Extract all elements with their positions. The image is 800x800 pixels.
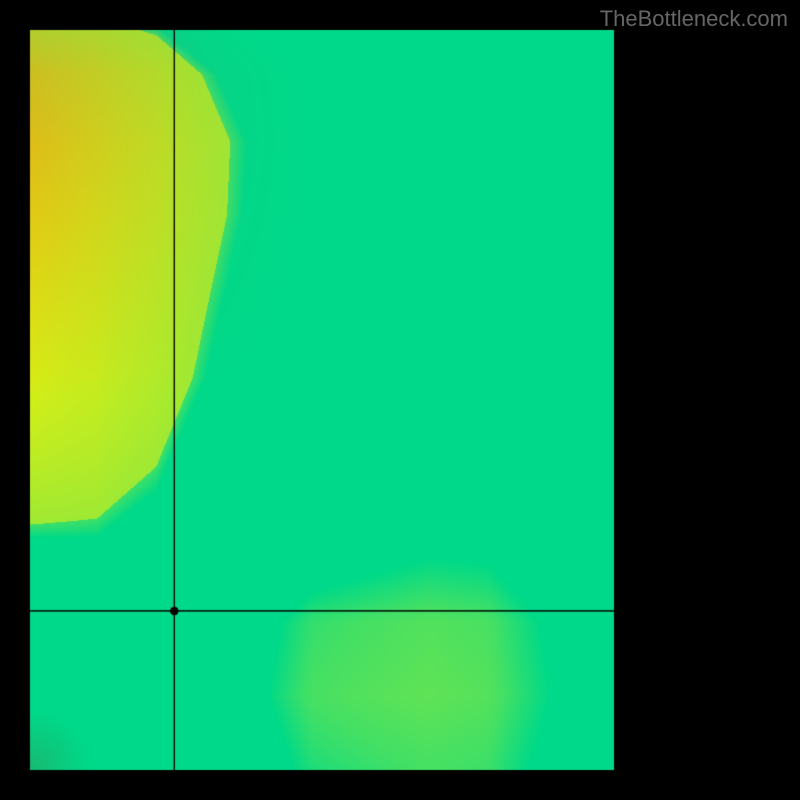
watermark-text: TheBottleneck.com xyxy=(600,6,788,32)
chart-container: TheBottleneck.com xyxy=(0,0,800,800)
heatmap-canvas xyxy=(0,0,800,800)
